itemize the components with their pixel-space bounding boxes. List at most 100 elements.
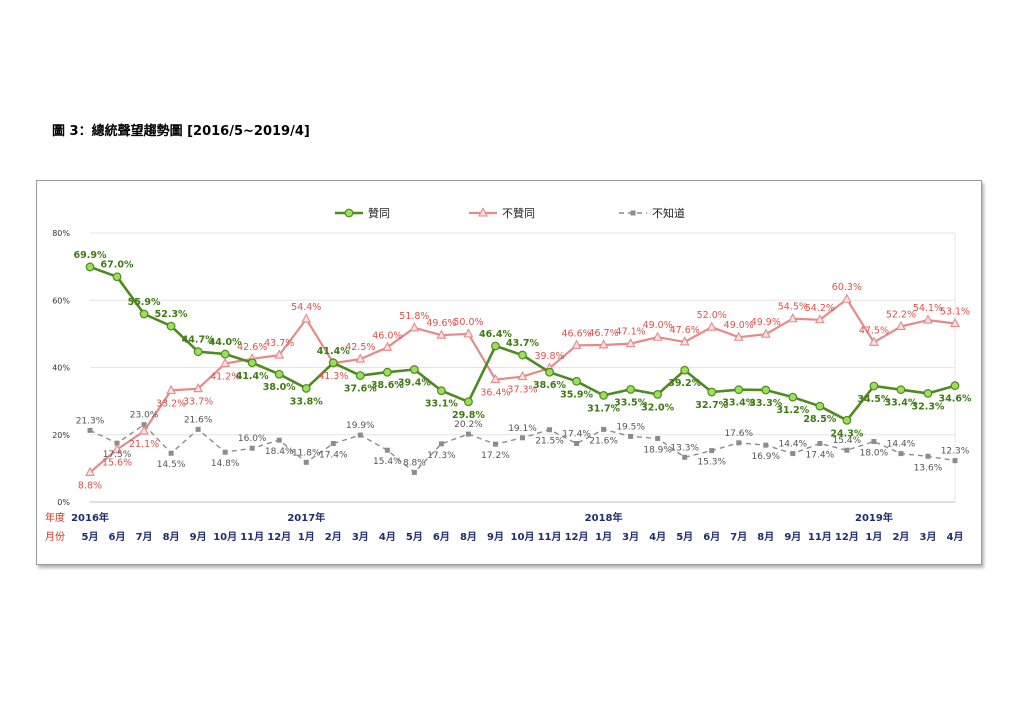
point-unknown xyxy=(411,469,417,475)
data-label-unknown: 17.4% xyxy=(319,450,348,460)
point-unknown xyxy=(465,431,471,437)
data-label-unknown: 15.3% xyxy=(697,458,726,468)
legend-label-disapprove: 不贊同 xyxy=(502,206,535,220)
data-label-unknown: 19.1% xyxy=(508,424,537,434)
point-disapprove xyxy=(193,383,204,393)
point-disapprove xyxy=(950,317,960,328)
point-unknown xyxy=(547,427,553,433)
data-label-disapprove: 15.6% xyxy=(102,458,132,469)
x-tick-label: 8月 xyxy=(460,531,477,543)
data-label-approve: 69.9% xyxy=(74,250,107,261)
point-disapprove xyxy=(841,293,852,303)
data-label-unknown: 11.8% xyxy=(292,448,321,458)
x-tick-label: 5月 xyxy=(82,531,99,543)
point-approve xyxy=(139,309,149,319)
data-label-unknown: 14.4% xyxy=(779,440,808,450)
data-label-disapprove: 37.3% xyxy=(507,385,537,396)
x-tick-label: 12月 xyxy=(267,531,291,543)
data-label-disapprove: 8.8% xyxy=(78,480,102,491)
y-tick-label: 0% xyxy=(57,498,70,507)
point-approve xyxy=(707,387,717,397)
data-label-disapprove: 52.0% xyxy=(697,310,727,321)
data-label-approve: 39.2% xyxy=(668,378,701,389)
chart-frame: 0% 20% 40% 60% 80% 年度 月份 5月 6月 7月 8月 9月 10月 11月 12月 1月 2… xyxy=(36,180,982,565)
point-disapprove xyxy=(814,314,825,324)
y-tick-label: 20% xyxy=(52,431,70,440)
point-approve xyxy=(761,385,771,395)
data-label-unknown: 20.2% xyxy=(454,420,483,430)
data-label-unknown: 17.3% xyxy=(427,451,456,461)
point-approve xyxy=(815,401,825,411)
point-disapprove xyxy=(652,331,663,341)
data-label-disapprove: 49.6% xyxy=(426,318,456,329)
data-label-disapprove: 51.8% xyxy=(399,311,429,322)
data-label-unknown: 18.0% xyxy=(860,448,889,458)
point-disapprove xyxy=(679,336,690,346)
data-label-disapprove: 54.5% xyxy=(778,302,808,313)
data-label-unknown: 17.4% xyxy=(806,450,835,460)
point-approve xyxy=(950,381,960,391)
data-label-approve: 67.0% xyxy=(101,260,134,271)
y-tick-label: 40% xyxy=(52,364,70,373)
data-label-unknown: 12.3% xyxy=(941,447,970,457)
data-label-unknown: 21.6% xyxy=(589,436,618,446)
data-label-approve: 33.4% xyxy=(722,398,755,409)
x-tick-label: 7月 xyxy=(730,531,747,543)
point-approve xyxy=(896,385,906,395)
point-approve xyxy=(274,369,284,379)
point-disapprove xyxy=(896,320,906,331)
point-approve xyxy=(193,347,203,357)
x-tick-label: 1月 xyxy=(298,531,315,543)
data-label-unknown: 14.4% xyxy=(887,440,916,450)
data-label-approve: 33.8% xyxy=(290,396,323,407)
data-label-approve: 32.3% xyxy=(911,401,944,412)
data-label-approve: 28.5% xyxy=(803,414,836,425)
year-label: 2016年 xyxy=(71,511,109,524)
x-tick-label: 11月 xyxy=(808,531,832,543)
y-tick-label: 60% xyxy=(52,296,70,305)
data-label-disapprove: 43.7% xyxy=(264,338,294,349)
data-label-approve: 38.6% xyxy=(371,380,404,391)
data-label-disapprove: 49.9% xyxy=(751,317,781,328)
x-tick-label: 9月 xyxy=(784,531,801,543)
point-approve xyxy=(409,365,419,374)
data-label-approve: 33.1% xyxy=(425,399,458,410)
data-label-approve: 41.4% xyxy=(236,371,269,382)
point-unknown xyxy=(574,440,580,446)
point-approve xyxy=(545,367,554,377)
point-disapprove xyxy=(166,384,177,394)
data-label-disapprove: 41.2% xyxy=(210,371,240,382)
point-unknown xyxy=(384,447,390,453)
data-label-disapprove: 53.1% xyxy=(940,306,970,317)
year-label: 2019年 xyxy=(855,511,893,524)
point-approve xyxy=(626,384,636,394)
point-approve xyxy=(166,321,176,331)
point-disapprove xyxy=(355,353,366,363)
year-label: 2018年 xyxy=(585,511,623,524)
x-tick-label: 7月 xyxy=(136,531,153,543)
point-approve xyxy=(734,385,744,395)
point-unknown xyxy=(709,448,715,454)
x-tick-label: 4月 xyxy=(649,531,666,543)
legend-marker-approve xyxy=(344,208,354,218)
data-label-unknown: 13.3% xyxy=(670,443,699,453)
point-approve xyxy=(301,383,311,393)
point-unknown xyxy=(763,442,769,448)
point-disapprove xyxy=(139,425,149,435)
data-label-approve: 55.9% xyxy=(128,297,161,308)
point-unknown xyxy=(898,451,904,457)
point-approve xyxy=(355,371,365,380)
point-disapprove xyxy=(490,373,501,384)
data-label-disapprove: 21.1% xyxy=(129,439,159,450)
point-disapprove xyxy=(571,339,582,349)
point-unknown xyxy=(601,426,607,432)
data-label-approve: 33.4% xyxy=(884,398,917,409)
data-label-disapprove: 49.0% xyxy=(643,320,673,331)
data-label-approve: 46.4% xyxy=(479,329,512,340)
x-tick-label: 4月 xyxy=(947,531,964,543)
point-disapprove xyxy=(706,321,717,331)
point-unknown xyxy=(817,440,823,446)
data-label-approve: 24.3% xyxy=(830,428,863,439)
data-label-approve: 52.3% xyxy=(155,309,188,320)
